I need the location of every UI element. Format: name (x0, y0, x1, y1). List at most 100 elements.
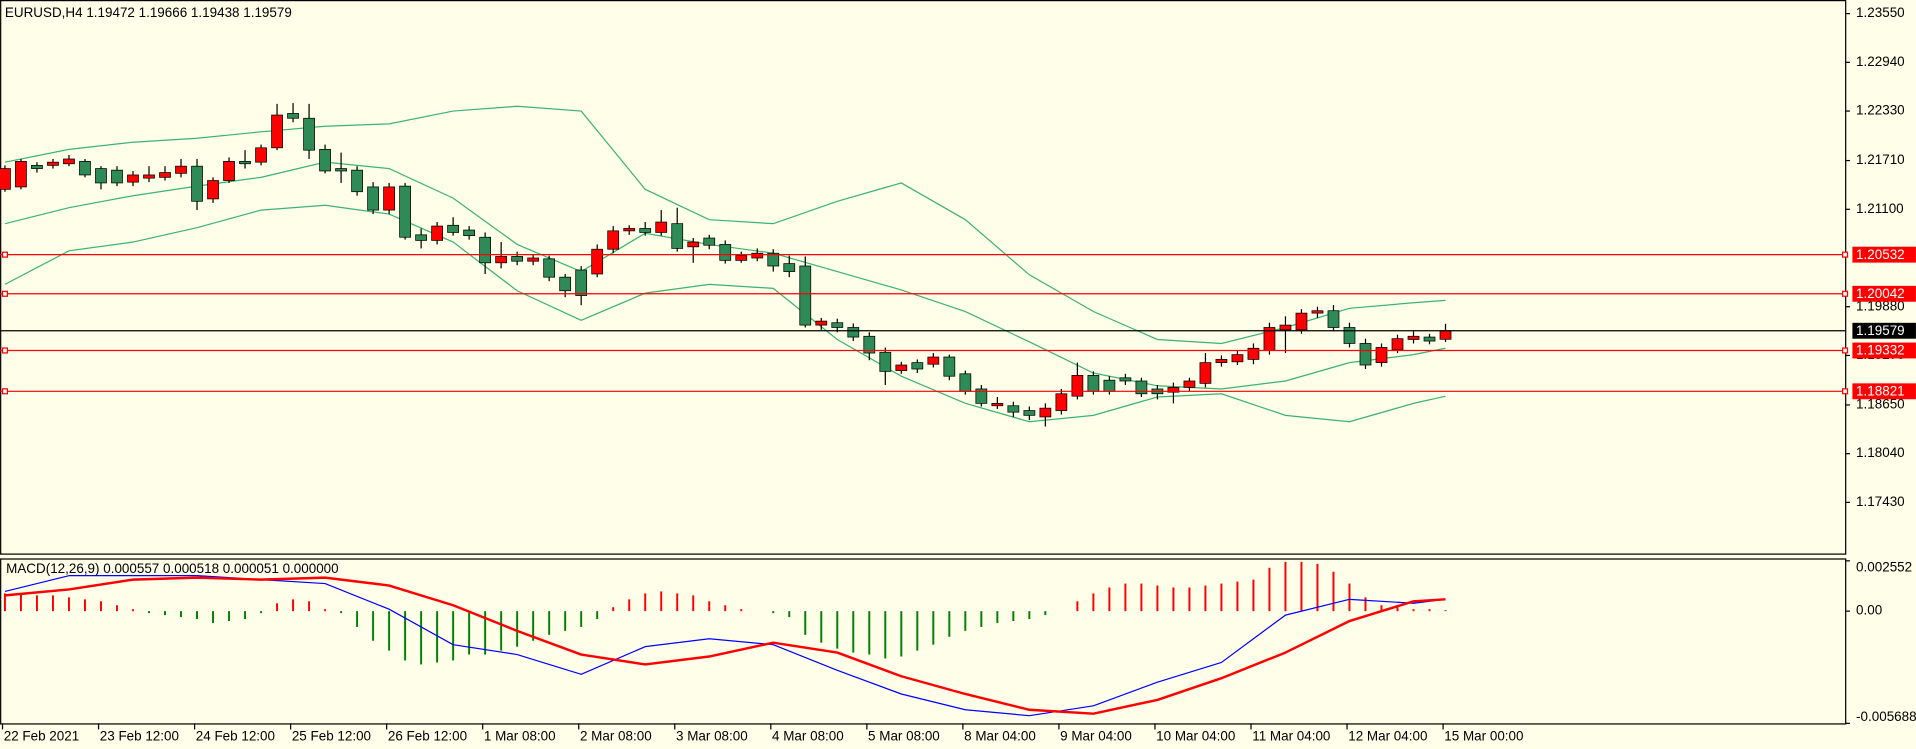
level-label-box (1852, 342, 1916, 359)
candle-body (15, 161, 27, 188)
x-tick-label: 8 Mar 04:00 (964, 728, 1036, 743)
candle-body (575, 269, 588, 296)
candle-body (95, 168, 107, 184)
candle-body (975, 388, 988, 404)
candle-body (1359, 343, 1372, 366)
candle-body (735, 255, 748, 261)
chart-title: EURUSD,H4 1.19472 1.19666 1.19438 1.1957… (5, 5, 292, 20)
candle-body (303, 117, 315, 151)
candle-body (1007, 405, 1020, 413)
level-handle (1, 290, 9, 297)
candle-body (959, 373, 972, 392)
candle-body (447, 224, 459, 233)
level-handle (1, 347, 9, 354)
candle-body (319, 149, 331, 172)
y-tick-label: 0.002552 (1856, 560, 1912, 575)
macd-panel-border (0, 558, 1847, 725)
level-handle (1, 388, 9, 395)
x-tick-label: 2 Mar 08:00 (580, 728, 652, 743)
candle-body (31, 164, 43, 169)
candle-body (991, 402, 1004, 407)
y-tick-label: -0.005688 (1856, 709, 1916, 724)
candle-body (863, 335, 876, 354)
candle-body (207, 180, 219, 200)
x-tick-label: 10 Mar 04:00 (1156, 728, 1235, 743)
candle-body (1247, 347, 1260, 360)
candle-body (0, 168, 11, 190)
level-label: 1.19332 (1856, 343, 1905, 358)
candle-body (1295, 312, 1308, 331)
x-tick-label: 25 Feb 12:00 (292, 728, 371, 743)
candle-body (815, 320, 828, 326)
candle-body (703, 237, 716, 246)
candle-body (719, 244, 732, 261)
candle-body (479, 236, 492, 264)
x-tick-label: 11 Mar 04:00 (1252, 728, 1330, 743)
candle-body (543, 258, 556, 278)
candle-body (511, 256, 524, 262)
candle-body (1215, 359, 1228, 363)
x-tick-label: 3 Mar 08:00 (676, 728, 748, 743)
candle-body (927, 356, 940, 365)
y-tick-label: 1.23550 (1856, 5, 1905, 20)
candle-body (415, 234, 427, 241)
level-handle (1842, 347, 1849, 354)
candle-body (159, 172, 171, 178)
candle-body (655, 221, 668, 233)
candle-body (1231, 354, 1244, 363)
y-tick-label: 1.19880 (1856, 298, 1905, 313)
y-tick-label: 1.17430 (1856, 494, 1905, 509)
candle-body (831, 322, 844, 328)
level-label: 1.20042 (1856, 286, 1905, 301)
y-tick-label: 1.18040 (1856, 445, 1905, 460)
candle-body (559, 276, 572, 292)
candle-body (1023, 410, 1036, 416)
candle-body (175, 165, 187, 174)
level-handle (1842, 251, 1849, 258)
candle-body (1279, 324, 1292, 331)
candle-body (1103, 379, 1116, 392)
candle-body (671, 223, 684, 249)
candle-body (255, 147, 267, 163)
candle-body (1391, 338, 1404, 351)
candle-body (1071, 375, 1084, 397)
candle-body (223, 161, 235, 181)
candle-body (287, 113, 299, 119)
candle-body (879, 351, 892, 372)
candle-body (63, 158, 75, 165)
y-tick-label: 1.22330 (1856, 103, 1905, 118)
candle-body (1423, 336, 1436, 342)
y-tick-label: 0.00 (1856, 603, 1882, 618)
candle-body (1039, 407, 1052, 418)
candle-body (895, 364, 908, 371)
candle-body (943, 356, 956, 377)
y-tick-label: 1.22940 (1856, 54, 1905, 69)
x-tick-label: 15 Mar 00:00 (1444, 728, 1523, 743)
level-label-box (1852, 383, 1916, 400)
current-price-box (1852, 322, 1916, 339)
macd-line (4, 576, 1446, 715)
candle-body (383, 186, 395, 211)
candle-body (799, 265, 812, 326)
bollinger-band (4, 105, 1446, 345)
candle-body (767, 252, 780, 267)
candle-body (367, 186, 379, 211)
candle-body (607, 230, 620, 250)
candle-body (127, 174, 139, 183)
x-tick-label: 26 Feb 12:00 (388, 728, 467, 743)
x-tick-label: 23 Feb 12:00 (100, 728, 179, 743)
y-tick-label: 1.21710 (1856, 152, 1905, 167)
candle-body (111, 169, 123, 184)
x-tick-label: 4 Mar 08:00 (772, 728, 844, 743)
candle-body (623, 228, 636, 232)
y-tick-label: 1.18650 (1856, 397, 1905, 412)
level-handle (1842, 388, 1849, 395)
candle-body (239, 161, 251, 165)
level-handle (1842, 290, 1849, 297)
candle-body (399, 185, 411, 238)
candle-body (591, 248, 604, 275)
level-label: 1.20532 (1856, 247, 1905, 262)
